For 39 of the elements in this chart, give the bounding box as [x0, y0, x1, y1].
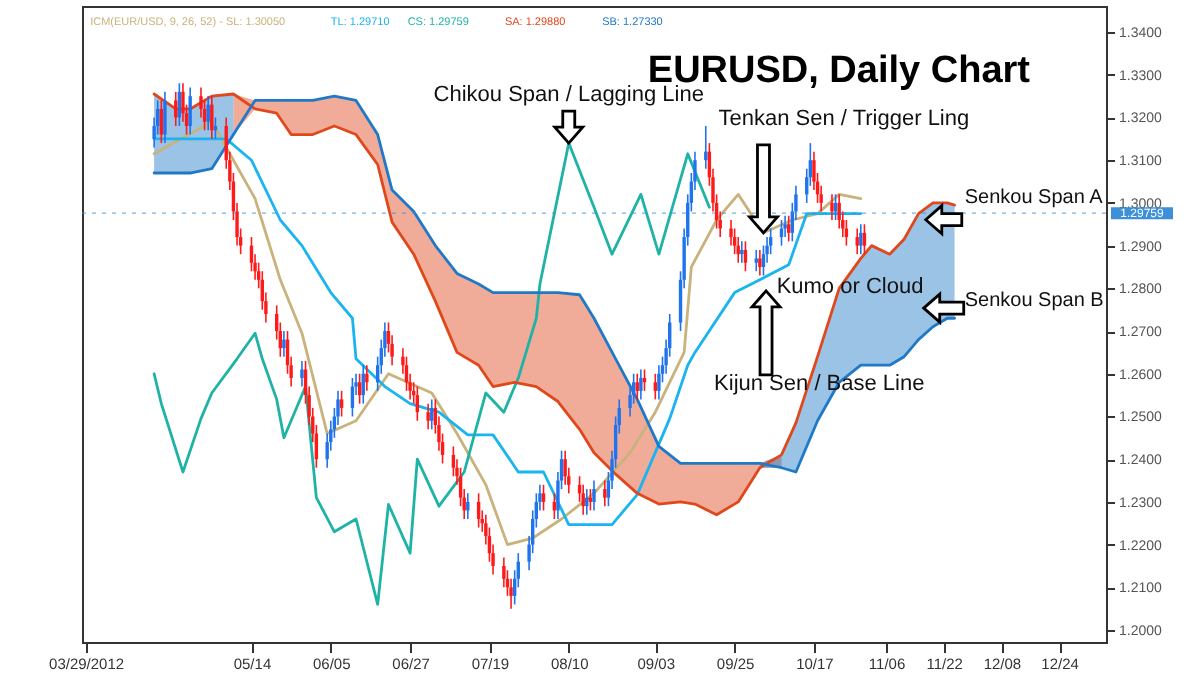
candlestick [740, 240, 744, 264]
candlestick [657, 364, 661, 401]
candlestick [754, 249, 758, 273]
candlestick [300, 360, 304, 388]
candlestick [210, 95, 214, 140]
candlestick [339, 390, 344, 418]
candlestick [787, 214, 791, 243]
annotation: Tenkan Sen / Trigger Ling [718, 106, 970, 131]
candlestick [729, 219, 733, 247]
candlestick [509, 577, 513, 610]
candlestick [732, 227, 737, 255]
candlestick [859, 223, 863, 255]
candlestick [563, 449, 567, 486]
annotation: Senkou Span A [964, 187, 1104, 210]
candlestick [163, 91, 167, 144]
candlestick [206, 95, 210, 132]
candlestick [541, 484, 546, 512]
annotation: Chikou Span / Lagging Line [433, 83, 704, 108]
candlestick [188, 86, 192, 136]
candlestick [581, 484, 585, 516]
candlestick [830, 193, 834, 221]
candlestick [768, 227, 773, 255]
candlestick [603, 479, 607, 507]
candlestick [592, 479, 596, 512]
candlestick [466, 492, 470, 520]
candlestick [426, 402, 430, 431]
candlestick [758, 249, 762, 277]
candlestick [653, 372, 657, 401]
candlestick [855, 227, 859, 255]
candlestick [783, 214, 787, 238]
candlestick [502, 556, 506, 589]
candlestick [635, 372, 639, 401]
candlestick [282, 330, 286, 358]
candlestick [365, 364, 369, 392]
candlestick [837, 193, 841, 230]
annotation: Kumo or Cloud [776, 275, 924, 300]
candlestick [159, 99, 164, 144]
candlestick [639, 368, 643, 401]
annotation: Senkou Span B [964, 289, 1105, 312]
